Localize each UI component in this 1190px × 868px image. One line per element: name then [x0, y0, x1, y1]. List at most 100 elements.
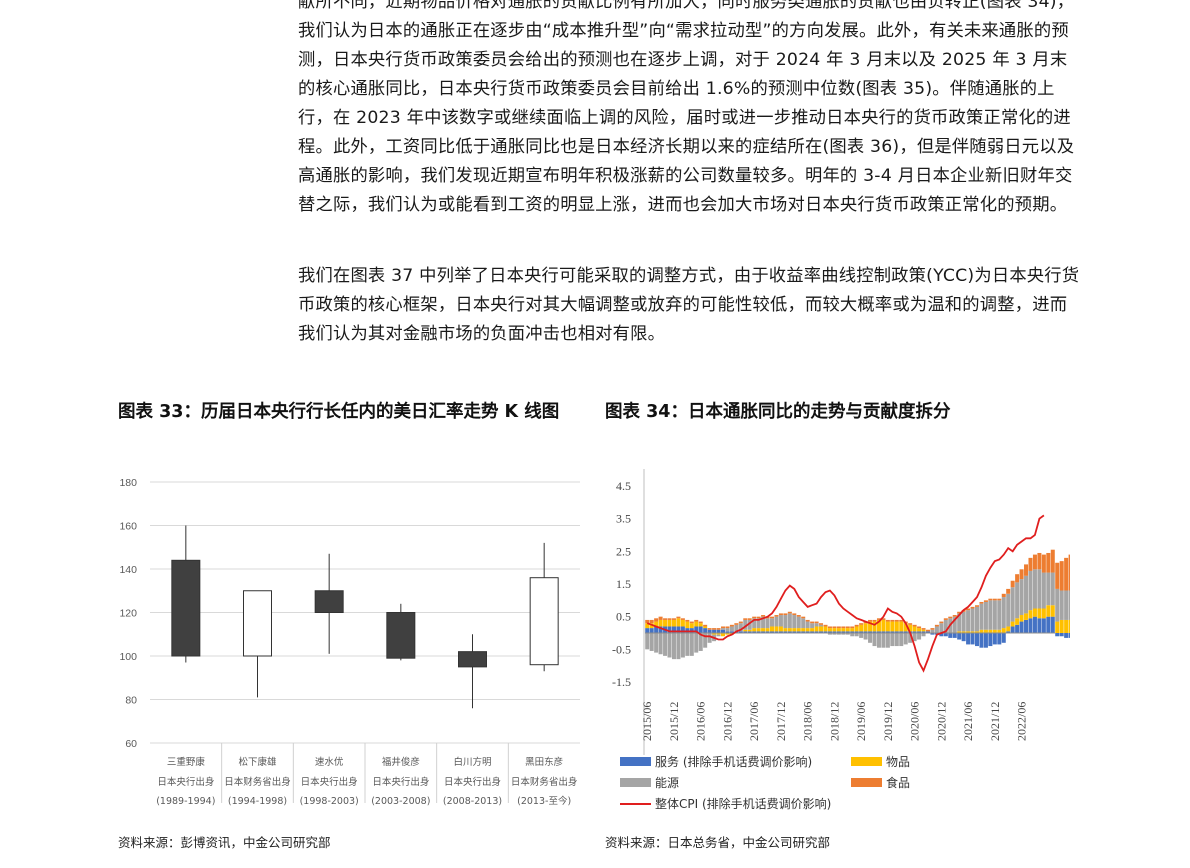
- contribution-bar: [667, 633, 672, 658]
- x-tick-label: 2018/12: [827, 702, 841, 741]
- contribution-bar: [943, 618, 948, 620]
- contribution-bar: [943, 633, 948, 637]
- contribution-bar: [845, 631, 850, 633]
- contribution-bar: [680, 626, 685, 633]
- contribution-bar: [1006, 631, 1011, 633]
- contribution-bar: [792, 613, 797, 616]
- contribution-bar: [1059, 590, 1064, 620]
- legend-energy: 能源: [620, 774, 679, 791]
- contribution-bar: [836, 631, 841, 633]
- contribution-bar: [876, 618, 881, 620]
- contribution-bar: [743, 619, 748, 630]
- contribution-bar: [1010, 580, 1015, 588]
- contribution-bar: [890, 633, 895, 647]
- contribution-bar: [997, 598, 1002, 601]
- contribution-bar: [716, 633, 721, 635]
- y-tick-label: 120: [119, 608, 137, 620]
- legend-services-label: 服务 (排除手机话费调价影响): [655, 755, 813, 769]
- contribution-bar: [934, 626, 939, 633]
- legend-goods-label: 物品: [886, 755, 911, 769]
- contribution-bar: [872, 621, 877, 632]
- contribution-bar: [925, 631, 930, 633]
- contribution-bar: [934, 624, 939, 627]
- contribution-bar: [747, 619, 752, 630]
- contribution-bar: [778, 631, 783, 633]
- contribution-bar: [850, 631, 855, 633]
- contribution-bar: [819, 626, 824, 632]
- governor-origin: 日本财务省出身: [511, 776, 578, 788]
- contribution-bar: [832, 626, 837, 629]
- contribution-bar: [903, 633, 908, 645]
- x-tick-label: 2020/06: [908, 702, 922, 741]
- contribution-bar: [725, 631, 730, 633]
- contribution-bar: [841, 626, 846, 629]
- contribution-bar: [1068, 554, 1070, 591]
- contribution-bar: [725, 626, 730, 629]
- contribution-bar: [747, 618, 752, 620]
- contribution-bar: [992, 629, 997, 633]
- contribution-bar: [676, 633, 681, 660]
- governor-origin: 日本央行出身: [301, 776, 358, 788]
- contribution-bar: [894, 631, 899, 633]
- contribution-bar: [868, 621, 873, 632]
- contribution-bar: [845, 626, 850, 629]
- contribution-bar: [970, 633, 975, 645]
- y-tick-label: 160: [119, 521, 137, 533]
- contribution-bar: [694, 619, 699, 622]
- contribution-bar: [925, 629, 930, 632]
- contribution-bar: [823, 626, 828, 632]
- contribution-bar: [720, 633, 725, 637]
- contribution-bar: [698, 626, 703, 633]
- contribution-bar: [756, 628, 761, 632]
- contribution-bar: [703, 628, 708, 633]
- legend-cpi: 整体CPI (排除手机话费调价影响): [620, 795, 831, 812]
- contribution-bar: [752, 631, 757, 633]
- contribution-bar: [859, 623, 864, 625]
- contribution-bar: [899, 619, 904, 622]
- contribution-bar: [1010, 621, 1015, 627]
- contribution-bar: [805, 628, 810, 632]
- contribution-bar: [983, 600, 988, 602]
- contribution-bar: [957, 613, 962, 632]
- contribution-bar: [689, 621, 694, 624]
- contribution-bar: [658, 616, 663, 620]
- contribution-bar: [743, 618, 748, 620]
- contribution-bar: [859, 633, 864, 638]
- contribution-bar: [881, 619, 886, 632]
- contribution-bar: [765, 631, 770, 633]
- contribution-bar: [961, 631, 966, 633]
- contribution-bar: [836, 628, 841, 632]
- contribution-bar: [689, 633, 694, 656]
- contribution-bar: [908, 623, 913, 625]
- contribution-bar: [917, 633, 922, 640]
- contribution-bar: [761, 615, 766, 617]
- contribution-bar: [663, 633, 668, 656]
- contribution-bar: [667, 626, 672, 633]
- governor-period: (1989-1994): [156, 796, 215, 807]
- contribution-bar: [881, 618, 886, 620]
- contribution-bar: [970, 631, 975, 633]
- contribution-bar: [1006, 626, 1011, 632]
- contribution-bar: [975, 605, 980, 607]
- contribution-bar: [948, 633, 953, 638]
- contribution-bar: [1032, 569, 1037, 609]
- contribution-bar: [841, 633, 846, 635]
- contribution-bar: [1041, 608, 1046, 619]
- contribution-bar: [756, 618, 761, 629]
- contribution-bar: [1010, 587, 1015, 622]
- contribution-bar: [720, 626, 725, 629]
- contribution-bar: [983, 629, 988, 633]
- contribution-bar: [645, 619, 650, 624]
- contribution-bar: [894, 621, 899, 632]
- contribution-bar: [796, 628, 801, 632]
- figure-34-title: 图表 34：日本通胀同比的走势与贡献度拆分: [605, 402, 951, 422]
- contribution-bar: [685, 621, 690, 629]
- contribution-bar: [850, 628, 855, 632]
- contribution-bar: [649, 633, 654, 651]
- y-tick-label: 2.5: [616, 544, 631, 558]
- governor-name: 松下康雄: [238, 756, 277, 768]
- contribution-bar: [1028, 570, 1033, 611]
- x-tick-label: 2022/06: [1015, 702, 1029, 741]
- contribution-bar: [774, 631, 779, 633]
- contribution-bar: [671, 619, 676, 627]
